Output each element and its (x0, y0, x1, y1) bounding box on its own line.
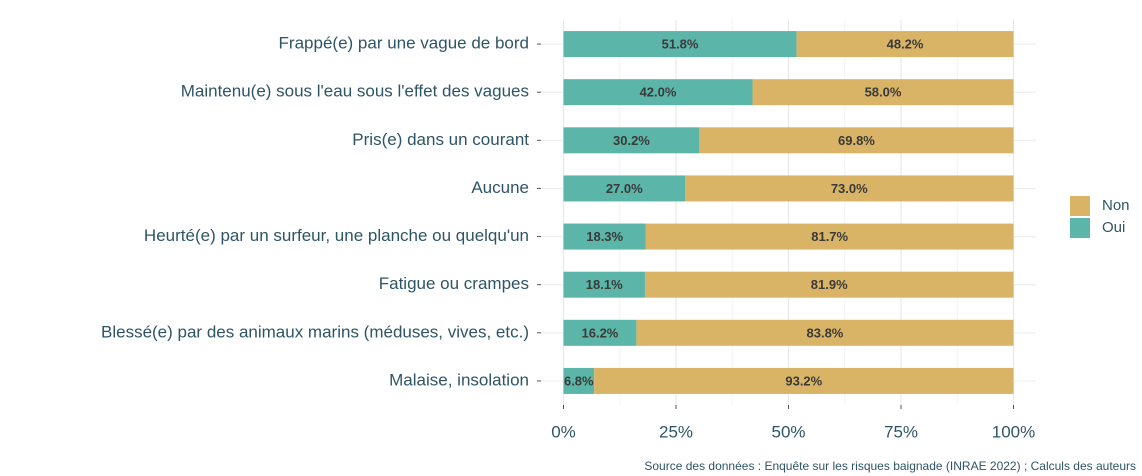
category-label: Blessé(e) par des animaux marins (méduse… (101, 322, 529, 341)
value-label: 73.0% (831, 181, 868, 196)
value-label: 69.8% (838, 133, 875, 148)
bar-segment (796, 31, 1014, 58)
bar-segment (594, 367, 1014, 394)
category-label: Aucune (471, 178, 529, 197)
bar-segment (563, 175, 685, 202)
value-label: 42.0% (640, 85, 677, 100)
value-label: 81.7% (811, 229, 848, 244)
value-label: 16.2% (582, 325, 619, 340)
caption: Source des données : Enquête sur les ris… (644, 459, 1136, 473)
bar-segment (563, 367, 595, 394)
bar-segment (563, 319, 637, 346)
legend-swatch (1070, 218, 1090, 238)
value-label: 48.2% (887, 37, 924, 52)
value-label: 81.9% (811, 277, 848, 292)
category-label: Pris(e) dans un courant (352, 130, 529, 149)
legend-label: Non (1102, 197, 1130, 214)
bar-segment (636, 319, 1014, 346)
category-label: Heurté(e) par un surfeur, une planche ou… (144, 226, 529, 245)
value-label: 51.8% (662, 37, 699, 52)
value-label: 58.0% (865, 85, 902, 100)
value-label: 93.2% (785, 373, 822, 388)
x-tick-label: 75% (884, 422, 918, 441)
bar-segment (752, 79, 1014, 106)
bar-segment (645, 223, 1014, 250)
value-label: 18.1% (586, 277, 623, 292)
bar-segment (685, 175, 1014, 202)
category-label: Malaise, insolation (389, 370, 529, 389)
bar-segment (644, 271, 1014, 298)
x-tick-label: 0% (551, 422, 576, 441)
value-label: 83.8% (807, 325, 844, 340)
bar-segment (699, 127, 1014, 154)
value-label: 30.2% (613, 133, 650, 148)
bar-segment (563, 79, 753, 106)
value-label: 27.0% (606, 181, 643, 196)
legend-swatch (1070, 196, 1090, 216)
legend-label: Oui (1102, 219, 1125, 236)
value-label: 6.8% (564, 373, 594, 388)
x-tick-label: 25% (659, 422, 693, 441)
category-label: Maintenu(e) sous l'eau sous l'effet des … (181, 82, 529, 101)
bar-segment (563, 271, 645, 298)
bar-segment (563, 223, 646, 250)
bar-segment (563, 31, 797, 58)
x-tick-label: 50% (771, 422, 805, 441)
category-label: Fatigue ou crampes (379, 274, 529, 293)
bar-segment (563, 127, 700, 154)
x-tick-label: 100% (992, 422, 1035, 441)
value-label: 18.3% (586, 229, 623, 244)
category-label: Frappé(e) par une vague de bord (279, 34, 529, 53)
